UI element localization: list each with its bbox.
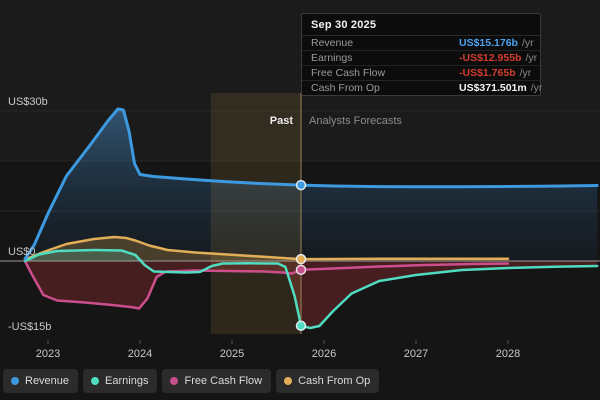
x-axis-label: 2023 xyxy=(36,348,60,360)
legend-item-earnings[interactable]: Earnings xyxy=(83,369,158,393)
legend-label: Revenue xyxy=(25,375,70,387)
legend-label: Cash From Op xyxy=(298,375,371,387)
legend-label: Earnings xyxy=(105,375,149,387)
chart-legend: Revenue Earnings Free Cash Flow Cash Fro… xyxy=(3,369,380,393)
earnings-line xyxy=(23,248,599,330)
tooltip-label: Revenue xyxy=(311,37,354,49)
chart-tooltip: Sep 30 2025 Revenue US$15.176b /yr Earni… xyxy=(301,13,543,96)
tooltip-unit: /yr xyxy=(530,82,543,94)
cash-from-op-line xyxy=(23,235,510,261)
free-cash-flow-line xyxy=(23,259,510,310)
earnings-marker-dot[interactable] xyxy=(295,320,307,332)
negative-area xyxy=(25,261,598,328)
x-axis-label: 2027 xyxy=(404,348,428,360)
legend-item-free-cash-flow[interactable]: Free Cash Flow xyxy=(162,369,272,393)
y-axis-label: US$30b xyxy=(8,96,48,108)
tooltip-label: Free Cash Flow xyxy=(311,67,386,79)
tooltip-label: Earnings xyxy=(311,52,353,64)
tooltip-unit: /yr xyxy=(525,52,538,64)
cash-from-op-marker-dot[interactable] xyxy=(295,253,307,265)
tooltip-value: US$371.501m xyxy=(459,82,527,94)
tooltip-value: -US$1.765b xyxy=(459,67,516,79)
revenue-dot-icon xyxy=(11,377,19,385)
x-axis-label: 2025 xyxy=(220,348,244,360)
x-axis-label: 2026 xyxy=(312,348,336,360)
highlight-band xyxy=(210,93,301,334)
tooltip-unit: /yr xyxy=(521,37,534,49)
tooltip-value: -US$12.955b xyxy=(459,52,522,64)
tooltip-row-earnings: Earnings -US$12.955b /yr xyxy=(302,50,540,65)
revenue-marker-dot[interactable] xyxy=(295,179,307,191)
cash-from-op-dot-icon xyxy=(284,377,293,385)
tooltip-value: US$15.176b xyxy=(459,37,518,49)
legend-label: Free Cash Flow xyxy=(184,375,263,387)
tooltip-row-revenue: Revenue US$15.176b /yr xyxy=(302,36,540,50)
free-cash-flow-dot-icon xyxy=(170,377,179,385)
tooltip-row-free-cash-flow: Free Cash Flow -US$1.765b /yr xyxy=(302,65,540,80)
past-label: Past xyxy=(270,115,294,127)
tooltip-unit: /yr xyxy=(519,67,532,79)
tooltip-label: Cash From Op xyxy=(311,82,380,94)
y-axis-label: US$0 xyxy=(8,246,36,258)
y-axis-label: -US$15b xyxy=(8,321,51,333)
cash-from-op-area xyxy=(25,237,508,261)
x-axis-label: 2028 xyxy=(496,348,520,360)
legend-item-revenue[interactable]: Revenue xyxy=(3,369,79,393)
revenue-area xyxy=(25,109,598,261)
tooltip-date: Sep 30 2025 xyxy=(302,14,540,36)
earnings-dot-icon xyxy=(91,377,100,385)
free-cash-flow-marker-dot[interactable] xyxy=(295,264,307,276)
tooltip-row-cash-from-op: Cash From Op US$371.501m /yr xyxy=(302,80,543,95)
revenue-line xyxy=(23,107,599,261)
x-axis-label: 2024 xyxy=(128,348,152,360)
analysts-forecasts-label: Analysts Forecasts xyxy=(309,115,402,127)
legend-item-cash-from-op[interactable]: Cash From Op xyxy=(276,369,380,393)
